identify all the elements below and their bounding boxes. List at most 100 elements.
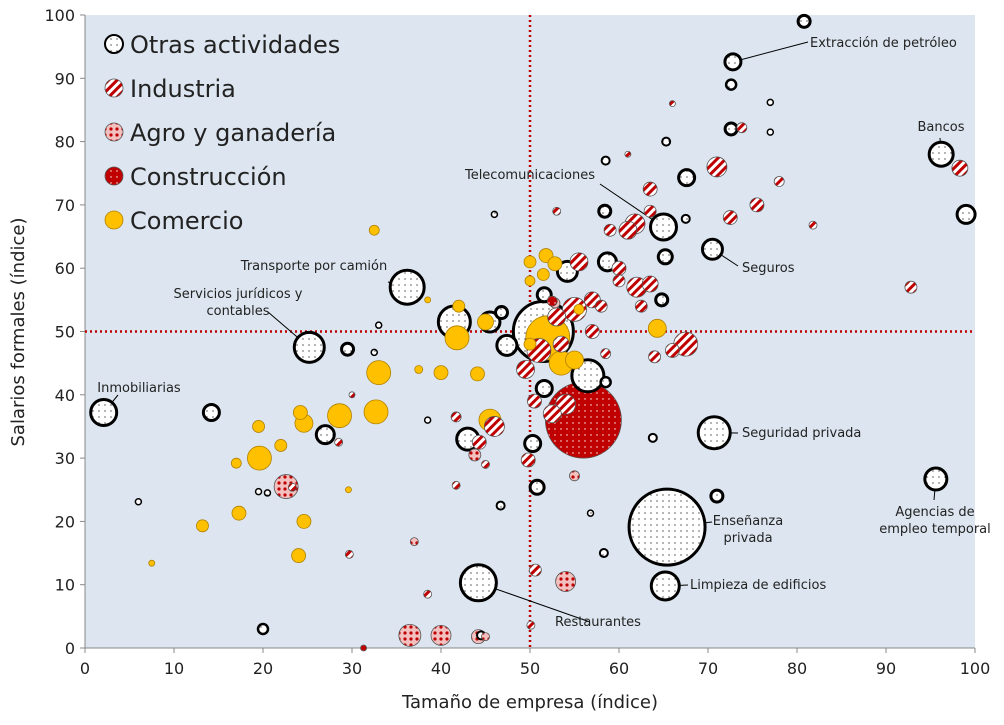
bubble — [635, 300, 647, 312]
annotation: Telecomunicaciones — [464, 168, 595, 183]
annotation: Seguros — [742, 261, 795, 276]
bubble — [925, 468, 947, 490]
annotation-line: empleo temporal — [879, 522, 991, 537]
bubble — [556, 572, 576, 592]
y-tick-label: 0 — [65, 639, 75, 658]
x-tick-label: 60 — [609, 659, 629, 678]
bubble — [452, 481, 460, 489]
bubble — [524, 256, 536, 268]
y-tick-label: 100 — [44, 6, 75, 25]
bubble — [649, 351, 661, 363]
bubble — [434, 366, 448, 380]
annotation-line: Transporte por camión — [240, 259, 387, 274]
x-tick-label: 20 — [253, 659, 273, 678]
bubble — [725, 123, 737, 135]
bubble — [275, 439, 287, 451]
legend-marker — [105, 211, 123, 229]
annotation-line: Enseñanza — [713, 514, 783, 529]
bubble — [665, 343, 679, 357]
legend-marker — [105, 79, 123, 97]
bubble — [342, 343, 354, 355]
bubble — [196, 520, 208, 532]
bubble — [952, 160, 968, 176]
annotation-line: Limpieza de edificios — [690, 578, 826, 593]
x-tick-label: 30 — [342, 659, 362, 678]
bubble — [536, 380, 552, 396]
bubble — [203, 405, 219, 421]
bubble — [553, 336, 569, 352]
bubble — [588, 510, 594, 516]
y-tick-label: 60 — [55, 259, 75, 278]
y-tick-label: 50 — [55, 323, 75, 342]
bubble — [258, 624, 268, 634]
bubble — [612, 261, 626, 275]
annotation-line: Seguridad privada — [742, 426, 861, 441]
bubble — [410, 538, 418, 546]
annotation-line: privada — [723, 531, 772, 546]
bubble — [774, 176, 784, 186]
bubble — [651, 214, 677, 240]
bubble — [599, 205, 611, 217]
bubble — [425, 417, 431, 423]
bubble — [613, 275, 625, 287]
bubble — [497, 502, 505, 510]
y-tick-label: 70 — [55, 196, 75, 215]
x-axis-title: Tamaño de empresa (índice) — [401, 692, 658, 713]
bubble — [642, 276, 658, 292]
bubble — [288, 483, 296, 491]
annotation-line: Agencias de — [895, 505, 974, 520]
bubble — [335, 438, 343, 446]
bubble — [316, 426, 334, 444]
bubble — [548, 257, 562, 271]
bubble — [711, 490, 723, 502]
annotation: Bancos — [918, 120, 965, 135]
bubble — [957, 205, 975, 223]
annotation-line: Inmobiliarias — [97, 381, 181, 396]
bubble — [527, 394, 541, 408]
bubble — [566, 351, 584, 369]
bubble — [726, 80, 736, 90]
annotation: Seguridad privada — [742, 426, 861, 441]
bubble — [451, 412, 461, 422]
bubble — [345, 550, 353, 558]
annotation: Limpieza de edificios — [690, 578, 826, 593]
legend-marker — [105, 35, 123, 53]
bubble — [767, 129, 773, 135]
annotation-line: Servicios jurídicos y — [174, 287, 303, 302]
legend-marker — [105, 123, 123, 141]
annotation: Restaurantes — [555, 615, 641, 630]
bubble — [750, 198, 764, 212]
bubble — [656, 294, 668, 306]
bubble — [601, 377, 611, 387]
bubble — [574, 304, 584, 314]
bubble — [530, 480, 544, 494]
bubble — [767, 99, 773, 105]
bubble — [648, 319, 666, 337]
bubble — [658, 250, 672, 264]
bubble — [517, 360, 535, 378]
annotation-line: Seguros — [742, 261, 795, 276]
bubble — [702, 239, 722, 259]
annotation: Inmobiliarias — [97, 381, 181, 396]
y-tick-label: 40 — [55, 386, 75, 405]
y-tick-label: 20 — [55, 512, 75, 531]
bubble — [602, 157, 610, 165]
annotation-line: Restaurantes — [555, 615, 641, 630]
x-tick-label: 40 — [431, 659, 451, 678]
x-tick-label: 50 — [520, 659, 540, 678]
bubble — [651, 572, 679, 600]
y-tick-label: 90 — [55, 69, 75, 88]
bubble — [905, 281, 917, 293]
bubble — [460, 565, 496, 601]
bubble — [604, 224, 616, 236]
annotation-line: Bancos — [918, 120, 965, 135]
bubble — [349, 392, 355, 398]
bubble — [707, 157, 727, 177]
bubble — [294, 332, 324, 362]
bubble — [496, 307, 508, 319]
x-tick-label: 0 — [80, 659, 90, 678]
bubble — [470, 367, 484, 381]
annotation: Transporte por camión — [240, 259, 387, 274]
bubble — [484, 416, 504, 436]
